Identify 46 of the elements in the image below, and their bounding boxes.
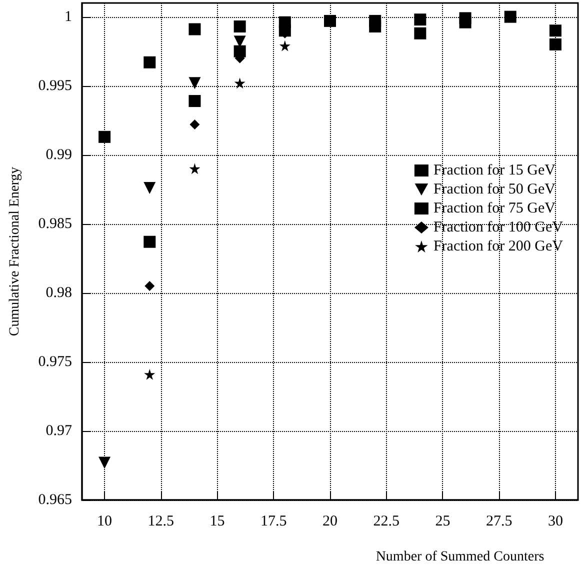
point bbox=[144, 56, 156, 68]
y-tick-label: 0.975 bbox=[38, 354, 72, 370]
point bbox=[459, 12, 472, 24]
legend-label: Fraction for 15 GeV bbox=[433, 162, 556, 178]
point bbox=[188, 23, 201, 36]
point bbox=[549, 24, 562, 37]
legend-label: Fraction for 200 GeV bbox=[433, 238, 564, 254]
legend-label: Fraction for 50 GeV bbox=[433, 182, 556, 198]
point bbox=[324, 14, 336, 27]
x-tick-label: 27.5 bbox=[486, 514, 512, 530]
x-tick-label: 12.5 bbox=[148, 514, 174, 530]
x-tick-label: 15 bbox=[210, 514, 225, 530]
x-tick-label: 17.5 bbox=[260, 514, 287, 530]
point bbox=[549, 38, 562, 50]
point bbox=[189, 163, 200, 174]
y-tick-label: 0.995 bbox=[38, 78, 72, 94]
point bbox=[188, 77, 201, 90]
point bbox=[234, 20, 246, 32]
point bbox=[188, 95, 201, 108]
x-tick-label: 30 bbox=[548, 514, 563, 530]
y-axis-title: Cumulative Fractional Energy bbox=[8, 166, 22, 336]
legend-label: Fraction for 75 GeV bbox=[433, 200, 556, 216]
point bbox=[234, 78, 246, 89]
point bbox=[144, 368, 156, 380]
point bbox=[504, 10, 516, 23]
y-tick-label: 0.965 bbox=[38, 492, 72, 508]
x-tick-label: 22.5 bbox=[373, 514, 400, 530]
point bbox=[144, 281, 155, 292]
point bbox=[414, 27, 426, 40]
point bbox=[190, 119, 200, 130]
x-tick-label: 10 bbox=[97, 514, 112, 530]
x-tick-label: 20 bbox=[322, 514, 338, 530]
y-tick-label: 0.98 bbox=[46, 284, 72, 301]
point bbox=[144, 182, 156, 194]
point bbox=[279, 40, 290, 52]
x-axis-title: Number of Summed Counters bbox=[376, 550, 544, 564]
y-tick-label: 0.985 bbox=[38, 216, 72, 232]
y-tick-label: 1 bbox=[64, 8, 72, 25]
point bbox=[414, 14, 426, 26]
point bbox=[98, 456, 111, 469]
point bbox=[369, 14, 382, 27]
x-tick-label: 25 bbox=[435, 514, 450, 530]
point bbox=[98, 130, 111, 143]
y-tick-label: 0.99 bbox=[46, 146, 72, 163]
point bbox=[144, 236, 156, 248]
y-tick-label: 0.97 bbox=[46, 422, 72, 439]
